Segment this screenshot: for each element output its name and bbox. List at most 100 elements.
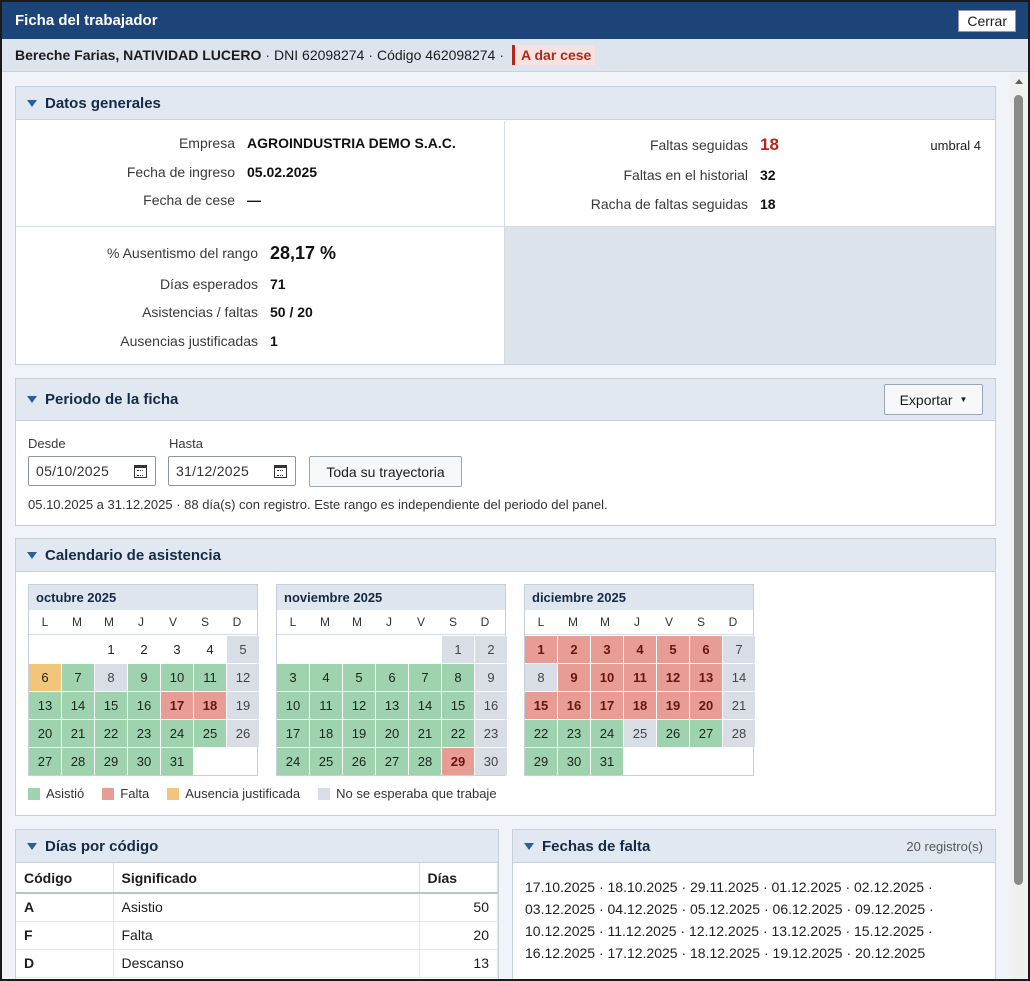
export-button[interactable]: Exportar ▼ [884,384,983,415]
calendar-day[interactable]: 6 [29,664,61,691]
calendar-day[interactable]: 17 [277,720,309,747]
calendar-day[interactable]: 12 [343,692,375,719]
column-header[interactable]: Código [16,863,114,894]
calendar-day[interactable]: 23 [558,720,590,747]
calendar-icon[interactable] [274,465,287,478]
calendar-day[interactable]: 21 [409,720,441,747]
calendar-day[interactable]: 15 [442,692,474,719]
calendar-day[interactable]: 5 [343,664,375,691]
calendar-day[interactable]: 27 [376,748,408,775]
column-header[interactable]: Días [419,863,498,894]
calendar-day[interactable]: 12 [657,664,689,691]
calendar-day[interactable]: 2 [475,636,507,663]
calendar-day[interactable]: 16 [558,692,590,719]
calendar-day[interactable]: 27 [29,748,61,775]
calendar-day[interactable]: 25 [624,720,656,747]
calendar-day[interactable]: 19 [227,692,259,719]
dias-codigo-header[interactable]: Días por código [16,830,498,863]
calendar-day[interactable]: 7 [62,664,94,691]
calendar-day[interactable]: 24 [161,720,193,747]
calendar-day[interactable]: 18 [194,692,226,719]
calendar-day[interactable]: 14 [409,692,441,719]
vertical-scrollbar[interactable] [1010,73,1028,979]
calendar-day[interactable]: 28 [409,748,441,775]
calendar-day[interactable]: 3 [277,664,309,691]
datos-generales-header[interactable]: Datos generales [16,87,995,120]
calendar-day[interactable]: 1 [442,636,474,663]
calendar-day[interactable]: 28 [62,748,94,775]
calendar-day[interactable]: 12 [227,664,259,691]
calendar-day[interactable]: 13 [376,692,408,719]
calendario-header[interactable]: Calendario de asistencia [16,539,995,572]
calendar-day[interactable]: 17 [161,692,193,719]
periodo-header[interactable]: Periodo de la ficha [16,379,995,421]
calendar-day[interactable]: 22 [442,720,474,747]
calendar-day[interactable]: 25 [194,720,226,747]
calendar-day[interactable]: 30 [128,748,160,775]
calendar-day[interactable]: 11 [310,692,342,719]
calendar-day[interactable]: 23 [128,720,160,747]
calendar-day[interactable]: 1 [95,636,127,663]
calendar-day[interactable]: 13 [29,692,61,719]
calendar-icon[interactable] [134,465,147,478]
calendar-day[interactable]: 21 [62,720,94,747]
calendar-day[interactable]: 16 [128,692,160,719]
calendar-day[interactable]: 1 [525,636,557,663]
calendar-day[interactable]: 10 [591,664,623,691]
calendar-day[interactable]: 18 [310,720,342,747]
calendar-day[interactable]: 17 [591,692,623,719]
calendar-day[interactable]: 9 [128,664,160,691]
calendar-day[interactable]: 14 [723,664,755,691]
calendar-day[interactable]: 30 [558,748,590,775]
calendar-day[interactable]: 6 [690,636,722,663]
calendar-day[interactable]: 14 [62,692,94,719]
calendar-day[interactable]: 7 [409,664,441,691]
fechas-falta-header[interactable]: Fechas de falta 20 registro(s) [513,830,995,863]
calendar-day[interactable]: 30 [475,748,507,775]
hasta-input[interactable]: 31/12/2025 [168,456,296,486]
calendar-day[interactable]: 11 [194,664,226,691]
scroll-thumb[interactable] [1014,95,1023,885]
calendar-day[interactable]: 31 [161,748,193,775]
calendar-day[interactable]: 29 [95,748,127,775]
calendar-day[interactable]: 4 [624,636,656,663]
calendar-day[interactable]: 7 [723,636,755,663]
calendar-day[interactable]: 8 [525,664,557,691]
calendar-day[interactable]: 13 [690,664,722,691]
calendar-day[interactable]: 29 [442,748,474,775]
calendar-day[interactable]: 16 [475,692,507,719]
calendar-day[interactable]: 24 [591,720,623,747]
calendar-day[interactable]: 4 [194,636,226,663]
close-button[interactable]: Cerrar [958,9,1016,32]
calendar-day[interactable]: 23 [475,720,507,747]
table-row[interactable]: D Descanso 13 [16,949,498,978]
calendar-day[interactable]: 3 [161,636,193,663]
column-header[interactable]: Significado [113,863,420,894]
calendar-day[interactable]: 28 [723,720,755,747]
calendar-day[interactable]: 5 [227,636,259,663]
calendar-day[interactable]: 11 [624,664,656,691]
calendar-day[interactable]: 19 [343,720,375,747]
calendar-day[interactable]: 8 [442,664,474,691]
calendar-day[interactable]: 22 [525,720,557,747]
calendar-day[interactable]: 2 [558,636,590,663]
calendar-day[interactable]: 19 [657,692,689,719]
calendar-day[interactable]: 22 [95,720,127,747]
calendar-day[interactable]: 31 [591,748,623,775]
calendar-day[interactable]: 9 [558,664,590,691]
calendar-day[interactable]: 5 [657,636,689,663]
calendar-day[interactable]: 9 [475,664,507,691]
scroll-up-arrow-icon[interactable] [1015,79,1023,84]
calendar-day[interactable]: 2 [128,636,160,663]
calendar-day[interactable]: 26 [343,748,375,775]
desde-input[interactable]: 05/10/2025 [28,456,156,486]
calendar-day[interactable]: 29 [525,748,557,775]
calendar-day[interactable]: 15 [525,692,557,719]
table-row[interactable]: A Asistio 50 [16,893,498,922]
calendar-day[interactable]: 21 [723,692,755,719]
calendar-day[interactable]: 3 [591,636,623,663]
calendar-day[interactable]: 20 [29,720,61,747]
calendar-day[interactable]: 25 [310,748,342,775]
calendar-day[interactable]: 18 [624,692,656,719]
calendar-day[interactable]: 6 [376,664,408,691]
